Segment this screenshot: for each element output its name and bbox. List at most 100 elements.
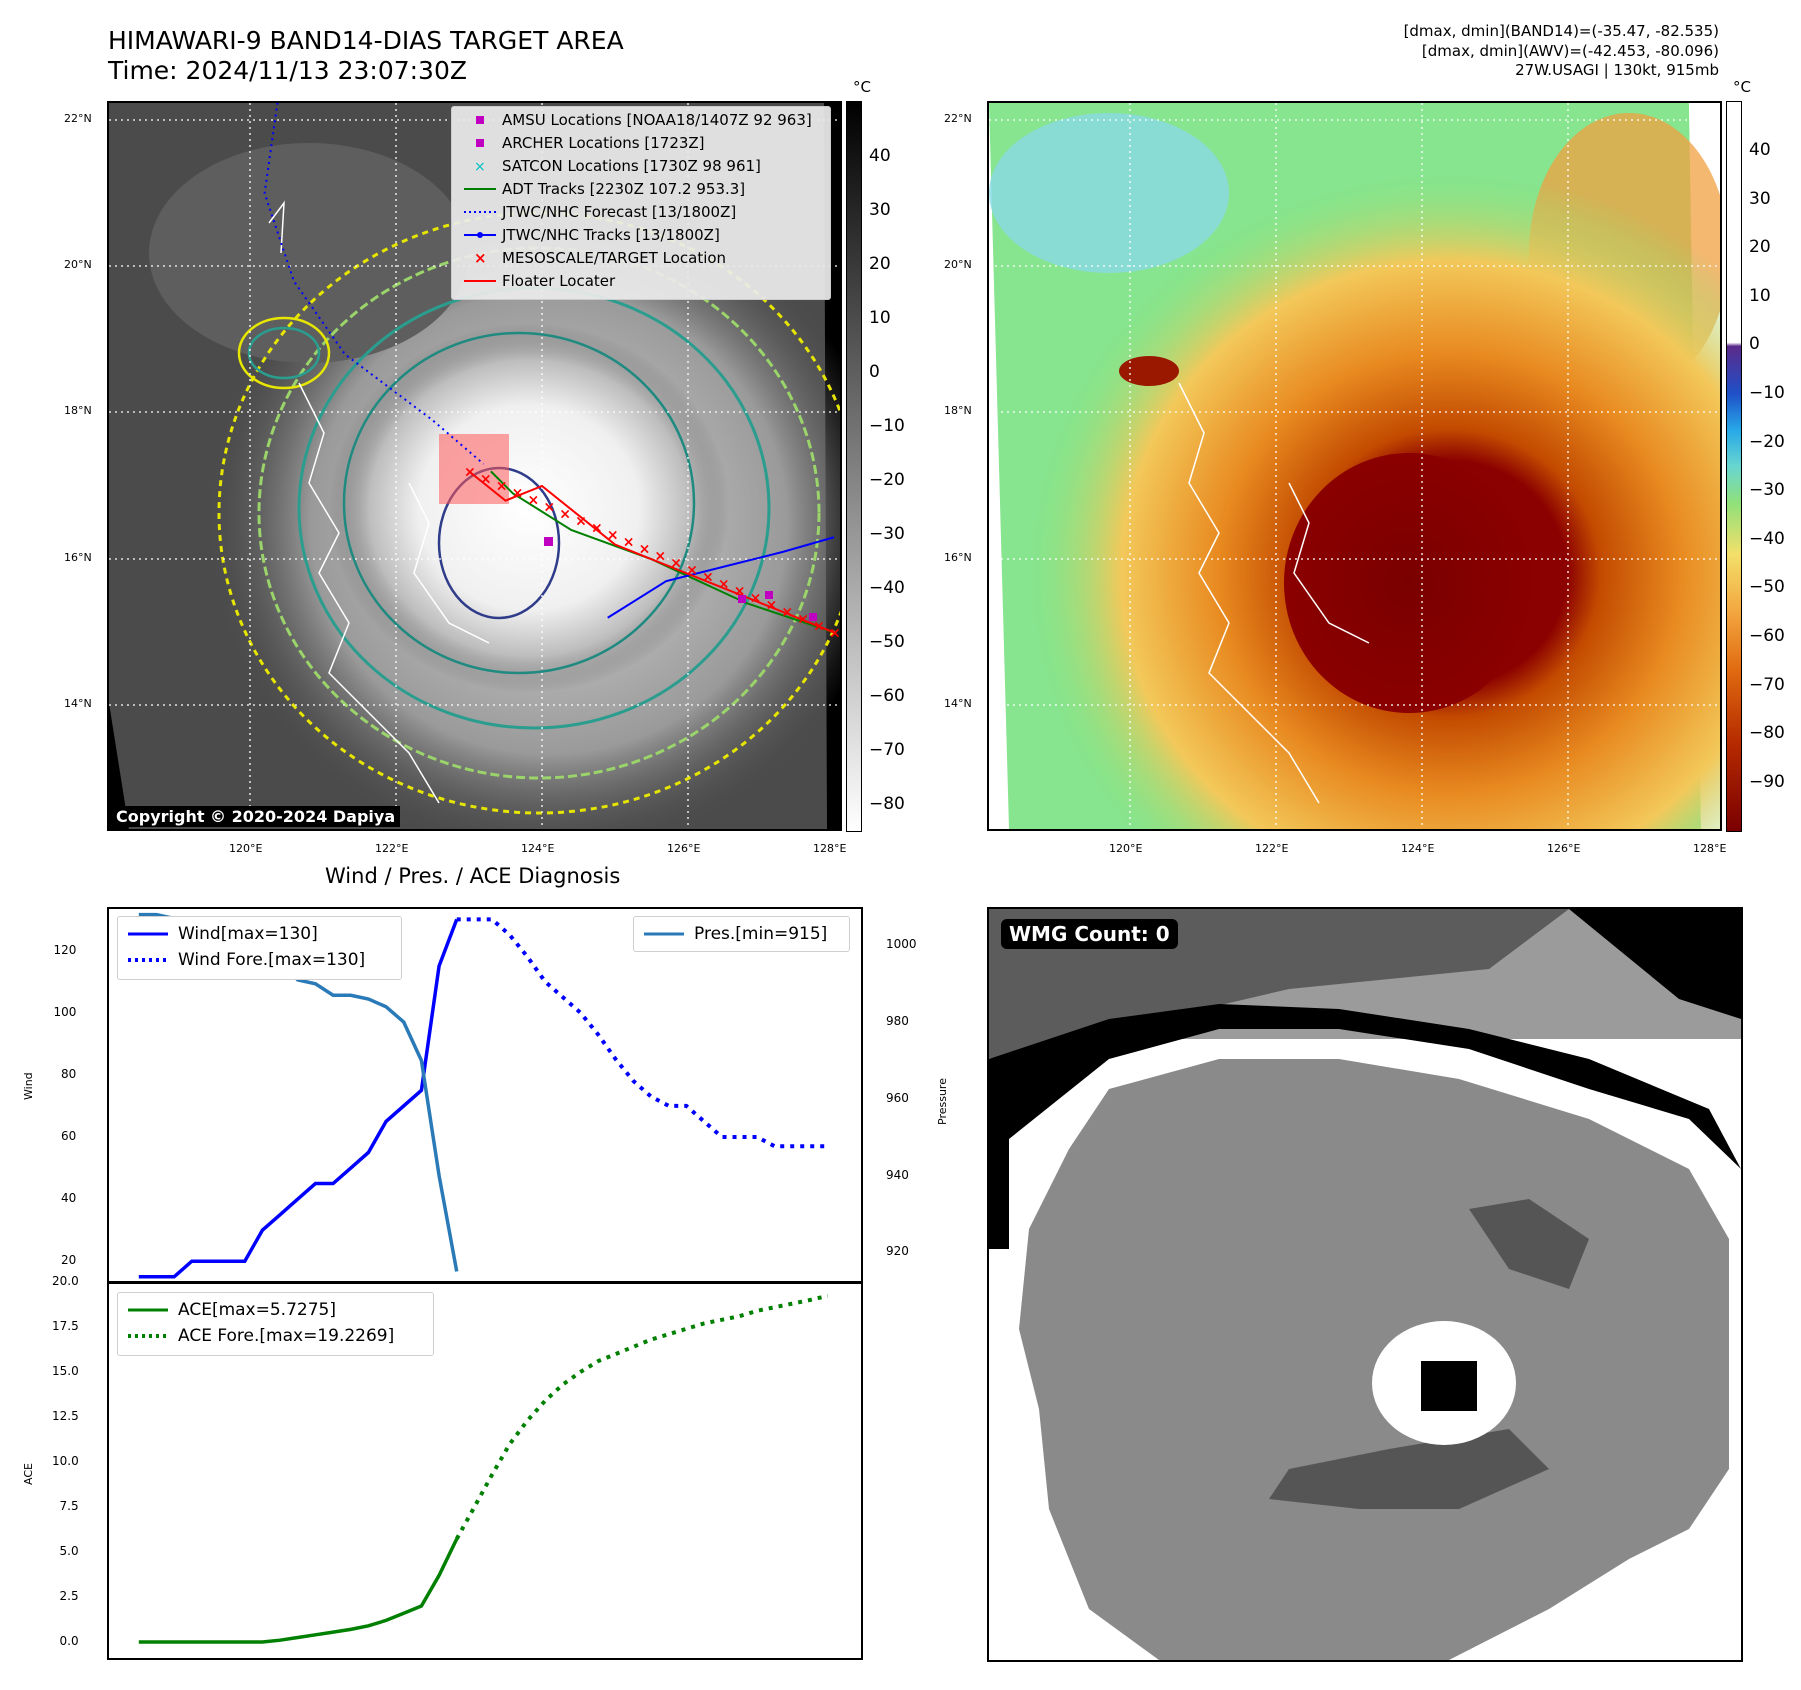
target-location-markers: × × × × × × × × × × × × × × × × × × × × × × × ×	[464, 464, 840, 641]
target-x-marker: ×	[639, 541, 651, 557]
wind-tick-120: 120	[53, 942, 77, 957]
gray-cbar-tick-10: −60	[869, 686, 905, 706]
ace-tick-10.0: 10.0	[52, 1454, 79, 1468]
right-lon-tick-120: 120°E	[1109, 842, 1143, 855]
target-x-marker: ×	[718, 576, 730, 592]
contour-lightgreen	[257, 246, 821, 780]
ace-legend: ACE[max=5.7275] ACE Fore.[max=19.2269]	[117, 1292, 434, 1356]
legend-pressure: Pres.[min=915]	[644, 924, 828, 944]
right-lon-tick-122: 122°E	[1255, 842, 1289, 855]
contour-small-cell-outer	[237, 316, 331, 390]
amsu-marker-2	[765, 591, 773, 599]
awv-dry-core	[1284, 453, 1534, 713]
color-cbar-tick-9: −50	[1749, 577, 1785, 598]
color-colorbar	[1726, 101, 1742, 832]
archer-marker	[544, 537, 553, 546]
right-lon-tick-124: 124°E	[1401, 842, 1435, 855]
target-x-marker: ×	[734, 583, 746, 599]
target-x-marker: ×	[607, 527, 619, 543]
gray-cbar-tick-0: 40	[869, 146, 891, 166]
wmg-count-badge: WMG Count: 0	[1001, 919, 1178, 949]
ace-forecast-series-line	[454, 1293, 829, 1540]
floater-locater-line	[468, 470, 835, 634]
wind-tick-20: 20	[61, 1253, 77, 1268]
target-x-marker: ×	[654, 548, 666, 564]
target-x-marker: ×	[527, 492, 539, 508]
cloud-patch-nw	[149, 143, 469, 363]
wmg-dark-inner-arc	[1269, 1429, 1549, 1509]
jtwc-track-line	[607, 536, 835, 619]
gray-cbar-tick-6: −20	[869, 470, 905, 490]
chart-title: HIMAWARI-9 BAND14-DIAS TARGET AREA	[108, 26, 624, 55]
chart-time: Time: 2024/11/13 23:07:30Z	[108, 56, 467, 85]
color-cbar-tick-8: −40	[1749, 528, 1785, 549]
right-lon-tick-128: 128°E	[1693, 842, 1727, 855]
jtwc-forecast-line	[263, 103, 485, 465]
wind-tick-40: 40	[61, 1191, 77, 1206]
left-lat-tick-20: 20°N	[64, 258, 92, 271]
svg-text:×: ×	[474, 159, 486, 175]
awv-graticule	[989, 103, 1720, 829]
right-lat-tick-22: 22°N	[944, 112, 972, 125]
contour-teal-inner	[342, 331, 696, 675]
target-x-marker: ×	[781, 604, 793, 620]
awv-small-cell	[1119, 356, 1179, 386]
wind-forecast-series-line	[456, 917, 828, 1149]
central-dense-overcast	[329, 323, 729, 693]
left-lat-tick-18: 18°N	[64, 404, 92, 417]
color-cbar-tick-13: −90	[1749, 771, 1785, 792]
target-x-marker: ×	[464, 464, 476, 480]
gray-cbar-tick-3: 10	[869, 308, 891, 328]
color-cbar-tick-12: −80	[1749, 723, 1785, 744]
wmg-svg	[989, 909, 1741, 1660]
ace-tick-0.0: 0.0	[59, 1634, 79, 1648]
wind-tick-100: 100	[53, 1004, 77, 1019]
ace-tick-5.0: 5.0	[59, 1544, 79, 1558]
wmg-dark-patch	[1469, 1199, 1589, 1289]
ace-axis-label: ACE	[22, 1463, 35, 1485]
color-cbar-tick-5: −10	[1749, 383, 1785, 403]
pressure-tick-980: 980	[886, 1014, 909, 1029]
left-lon-tick-126: 126°E	[667, 842, 701, 855]
color-cbar-tick-11: −70	[1749, 674, 1785, 695]
diagnosis-title: Wind / Pres. / ACE Diagnosis	[325, 864, 621, 888]
copyright-label: Copyright © 2020-2024 Dapiya	[111, 806, 401, 827]
gray-cbar-tick-8: −40	[869, 578, 905, 598]
wind-tick-60: 60	[61, 1128, 77, 1143]
gray-cbar-tick-11: −70	[869, 740, 905, 760]
right-lat-tick-20: 20°N	[944, 258, 972, 271]
color-cbar-tick-6: −20	[1749, 431, 1785, 452]
wind-axis-label: Wind	[22, 1072, 35, 1100]
target-x-marker: ×	[670, 555, 682, 571]
legend-ace-forecast: ACE Fore.[max=19.2269]	[128, 1326, 395, 1346]
color-cbar-tick-4: 0	[1749, 334, 1760, 355]
awv-no-data-left	[989, 663, 1009, 829]
target-x-marker: ×	[496, 478, 508, 494]
target-x-marker: ×	[559, 506, 571, 522]
target-x-marker: ×	[686, 562, 698, 578]
target-x-marker: ×	[512, 485, 524, 501]
ace-tick-15.0: 15.0	[52, 1364, 79, 1378]
gray-cbar-tick-1: 30	[869, 200, 891, 220]
legend-ace: ACE[max=5.7275]	[128, 1300, 336, 1320]
legend-wind: Wind[max=130]	[128, 924, 318, 944]
cbar-gray-unit: °C	[853, 78, 871, 96]
pressure-tick-920: 920	[886, 1244, 909, 1259]
ace-tick-20.0: 20.0	[52, 1274, 79, 1288]
wind-legend: Wind[max=130] Wind Fore.[max=130]	[117, 916, 402, 980]
left-lat-tick-14: 14°N	[64, 697, 92, 710]
gray-cbar-tick-12: −80	[869, 794, 905, 814]
target-x-marker: ×	[543, 499, 555, 515]
gray-cbar-tick-4: 0	[869, 362, 880, 382]
right-lon-tick-126: 126°E	[1547, 842, 1581, 855]
pressure-tick-960: 960	[886, 1090, 909, 1105]
storm-info: 27W.USAGI | 130kt, 915mb	[1515, 61, 1719, 79]
color-cbar-tick-0: 40	[1749, 140, 1771, 160]
target-x-marker: ×	[750, 590, 762, 606]
wmg-black-ring	[989, 1004, 1741, 1249]
wind-series-line	[138, 918, 459, 1279]
wmg-eye	[1421, 1361, 1477, 1411]
ace-tick-17.5: 17.5	[52, 1319, 79, 1333]
gray-cbar-tick-7: −30	[869, 524, 905, 544]
target-x-marker: ×	[480, 471, 492, 487]
